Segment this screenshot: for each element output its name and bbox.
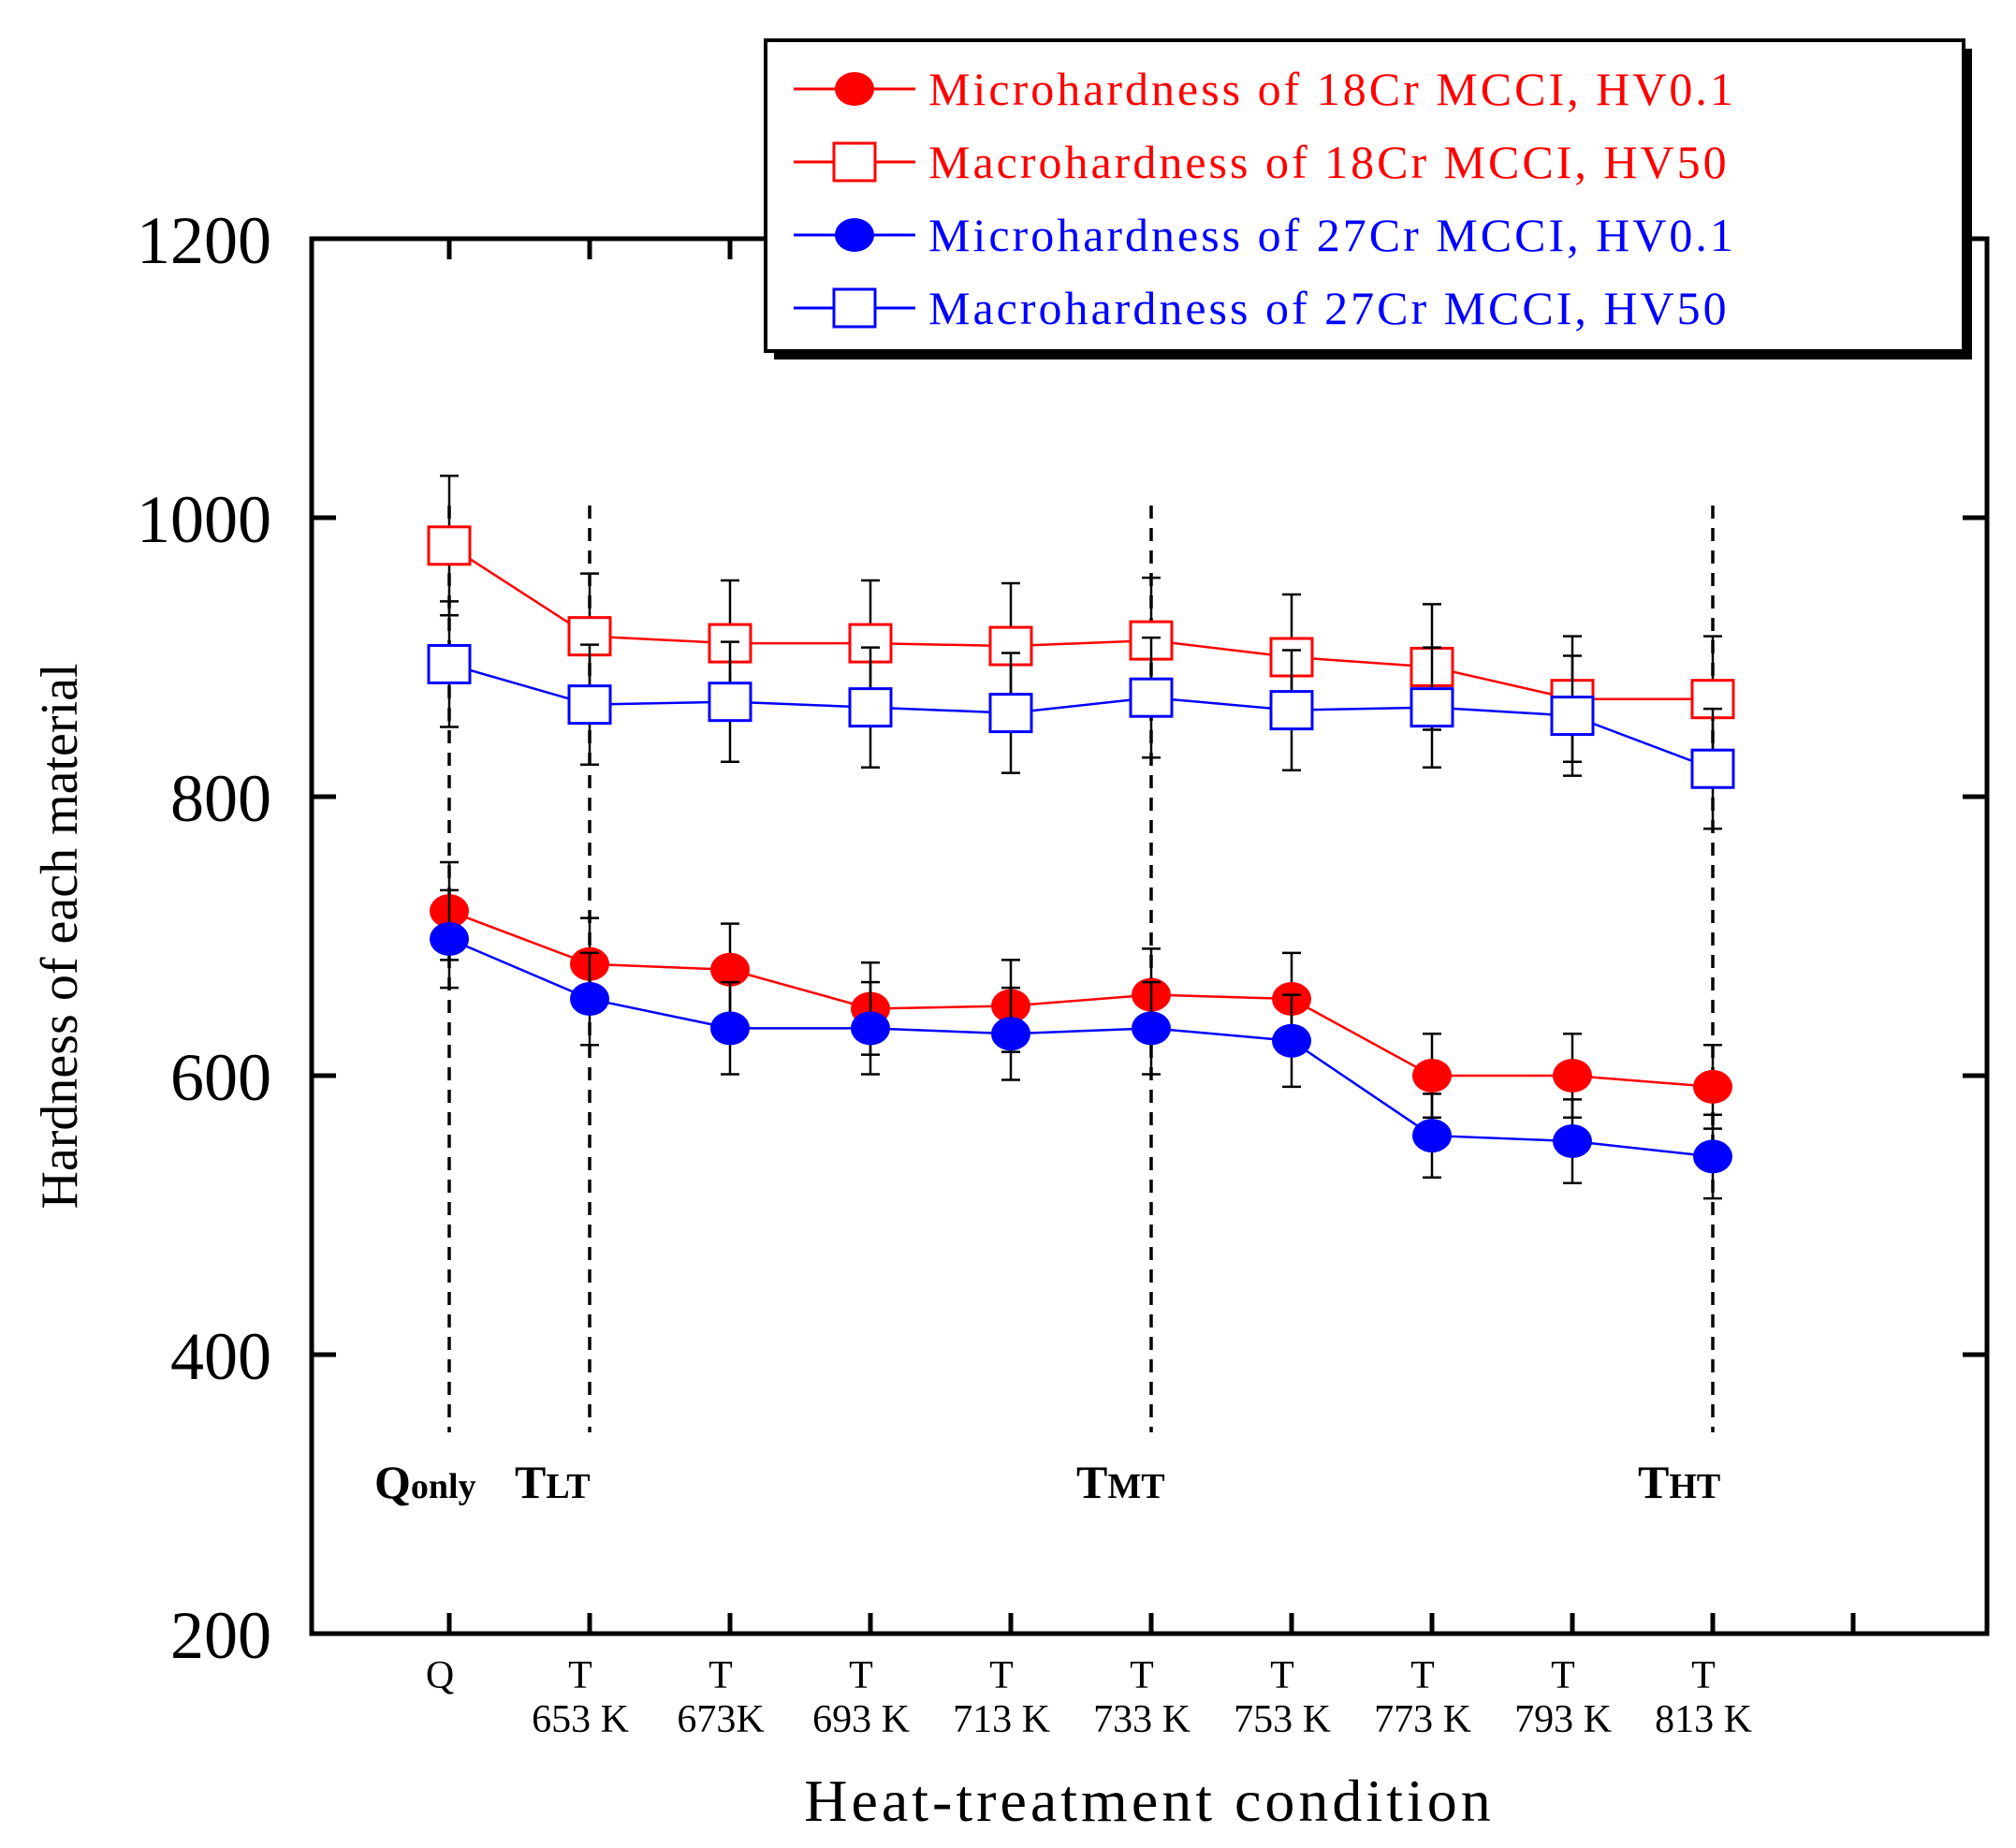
y-tick-label: 600: [170, 1040, 271, 1115]
data-point: [1553, 1124, 1592, 1159]
x-tick-label-top: T: [568, 1654, 592, 1697]
data-point: [1690, 748, 1735, 789]
condition-label-subscript: LT: [546, 1467, 590, 1506]
condition-label: THT: [1638, 1456, 1720, 1508]
legend-marker: [835, 218, 874, 252]
condition-label-subscript: HT: [1669, 1467, 1720, 1506]
data-point: [1550, 696, 1595, 737]
y-axis-label: Hardness of each material: [31, 663, 89, 1209]
data-point: [848, 687, 893, 728]
x-tick-label-top: T: [709, 1654, 733, 1697]
data-point: [1693, 1069, 1732, 1104]
legend-label: Microhardness of 27Cr MCCI, HV0.1: [928, 209, 1736, 261]
x-tick-label-top: T: [1410, 1654, 1435, 1697]
annotation-layer: Qonly TLT TMT THT: [374, 506, 1720, 1508]
x-tick-label-top: T: [1130, 1654, 1154, 1697]
x-tick-label-bottom: 773 K: [1374, 1698, 1471, 1741]
condition-label-main: T: [1076, 1456, 1107, 1508]
x-tick-label-bottom: 793 K: [1514, 1698, 1612, 1741]
x-tick-label-bottom: 693 K: [812, 1698, 910, 1741]
legend-marker: [832, 141, 877, 183]
data-point: [988, 693, 1033, 734]
series-1: [427, 475, 1735, 763]
data-point: [430, 921, 469, 956]
data-point: [710, 1011, 750, 1046]
data-point: [1410, 687, 1454, 728]
condition-label-subscript: only: [411, 1467, 476, 1506]
data-point: [1269, 690, 1314, 731]
condition-label-main: T: [1638, 1456, 1669, 1508]
x-tick-label-bottom: 653 K: [532, 1698, 629, 1741]
series-2: [430, 888, 1732, 1200]
legend-entry-3: Macrohardness of 27Cr MCCI, HV50: [794, 282, 1730, 334]
x-tick-label-top: T: [1270, 1654, 1294, 1697]
data-point: [427, 525, 472, 566]
x-tick-label-bottom: 713 K: [953, 1698, 1050, 1741]
data-point: [1553, 1059, 1592, 1093]
x-tick-label-top: T: [849, 1654, 873, 1697]
data-point: [991, 1017, 1030, 1051]
data-point: [1129, 677, 1174, 718]
condition-label-main: Q: [374, 1456, 411, 1508]
data-point: [1412, 1059, 1452, 1093]
series-line: [448, 937, 1714, 1158]
series-0: [430, 860, 1732, 1130]
series-layer: [427, 475, 1735, 1200]
data-point: [710, 952, 750, 987]
legend-marker: [832, 287, 877, 329]
legend-marker: [835, 72, 874, 106]
legend: Microhardness of 18Cr MCCI, HV0.1 Macroha…: [764, 38, 1972, 359]
y-tick-label: 400: [170, 1319, 271, 1394]
plot-frame: [309, 236, 1990, 1636]
data-point: [567, 684, 612, 726]
y-tick-label: 800: [170, 761, 271, 836]
data-point: [1690, 679, 1735, 720]
data-point: [570, 982, 609, 1017]
x-tick-label-top: T: [1551, 1654, 1575, 1697]
y-tick-label: 200: [170, 1598, 271, 1673]
x-tick-label-top: Q: [426, 1654, 454, 1697]
legend-label: Microhardness of 18Cr MCCI, HV0.1: [928, 63, 1736, 115]
condition-label: TMT: [1076, 1456, 1165, 1508]
legend-box: [764, 38, 1965, 353]
x-tick-label-bottom: 733 K: [1093, 1698, 1191, 1741]
condition-label: Qonly: [374, 1456, 476, 1508]
series-line: [448, 910, 1714, 1089]
legend-entry-2: Microhardness of 27Cr MCCI, HV0.1: [794, 209, 1736, 261]
x-tick-label-bottom: 813 K: [1655, 1698, 1752, 1741]
legend-label: Macrohardness of 18Cr MCCI, HV50: [928, 136, 1730, 188]
data-point: [427, 643, 472, 684]
condition-label: TLT: [515, 1456, 591, 1508]
x-axis-label: Heat-treatment condition: [804, 1767, 1495, 1834]
data-point: [1412, 1119, 1452, 1153]
legend-entry-0: Microhardness of 18Cr MCCI, HV0.1: [794, 63, 1736, 115]
data-point: [708, 682, 752, 723]
data-point: [851, 1011, 890, 1046]
x-tick-label-bottom: 673K: [677, 1698, 764, 1741]
x-tick-label-bottom: 753 K: [1234, 1698, 1331, 1741]
legend-items: Microhardness of 18Cr MCCI, HV0.1 Macroha…: [794, 63, 1736, 334]
x-tick-label-top: T: [1691, 1654, 1716, 1697]
legend-entry-1: Macrohardness of 18Cr MCCI, HV50: [794, 136, 1730, 188]
y-tick-label: 1000: [137, 482, 271, 557]
condition-label-main: T: [515, 1456, 546, 1508]
legend-label: Macrohardness of 27Cr MCCI, HV50: [928, 282, 1730, 334]
y-tick-label: 1200: [137, 203, 271, 278]
data-point: [1132, 1011, 1171, 1046]
x-tick-label-top: T: [989, 1654, 1014, 1697]
series-3: [427, 600, 1735, 830]
condition-label-subscript: MT: [1107, 1467, 1164, 1506]
data-point: [1272, 1023, 1311, 1058]
series-line: [448, 663, 1714, 770]
data-point: [1693, 1139, 1732, 1174]
series-line: [448, 544, 1713, 700]
